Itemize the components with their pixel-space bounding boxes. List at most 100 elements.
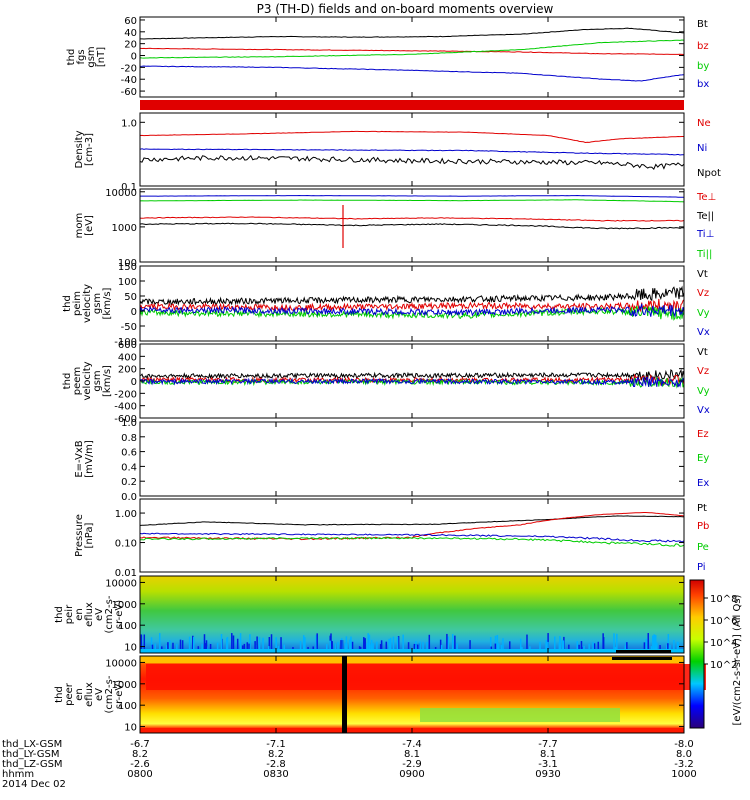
spectrogram-pixel	[254, 641, 256, 653]
x-row-label: thd_LY-GSM	[2, 749, 59, 760]
legend-Pi: Pi	[697, 562, 706, 573]
legend-Vy: Vy	[697, 308, 710, 319]
spectrogram-pixel	[209, 643, 212, 653]
spectrogram-pixel	[192, 635, 194, 653]
y-tick-label: 100	[118, 621, 137, 632]
spectrogram-pixel	[203, 634, 206, 653]
spectrogram-pixel	[331, 641, 333, 653]
spectrogram-pixel	[192, 637, 195, 653]
colorbar: 10^8 10^6 10^4 10^2[eV/(cm2-s-sr-eV)] (All …	[689, 579, 743, 729]
x-row-label: thd_LX-GSM	[2, 739, 62, 750]
spectrogram-pixel	[372, 643, 374, 653]
x-tick-label: 8.1	[404, 749, 420, 760]
spectrogram-pixel	[588, 643, 590, 653]
spectrogram-pixel	[494, 643, 497, 653]
spectrogram-pixel	[643, 642, 646, 653]
spectrogram-pixel	[348, 639, 351, 653]
legend-Vz: Vz	[697, 366, 709, 377]
legend-Ne: Ne	[697, 118, 711, 129]
y-axis-label: [km/s]	[102, 365, 113, 397]
spectrogram-pixel	[452, 633, 454, 653]
spectrogram-pixel	[334, 643, 337, 653]
spectrogram-pixel	[562, 640, 565, 653]
spectrogram-pixel	[554, 636, 556, 653]
spectrogram-pixel	[179, 639, 182, 653]
spectrogram-pixel	[454, 635, 456, 653]
spectrogram-pixel	[188, 636, 191, 653]
spectrogram-pixel	[258, 637, 261, 653]
y-tick-label: 0.6	[121, 448, 137, 459]
y-tick-label: 60	[124, 16, 137, 27]
legend-Ti⊥: Ti⊥	[696, 229, 714, 240]
x-tick-label: 1000	[671, 769, 696, 780]
legend-Vx: Vx	[697, 327, 710, 338]
x-tick-label: -2.6	[130, 759, 150, 770]
y-axis-label: peir	[64, 604, 75, 624]
spectrogram-pixel	[440, 644, 443, 653]
x-tick-label: -3.1	[538, 759, 558, 770]
spectrogram-pixel	[315, 634, 318, 653]
x-tick-label: -7.4	[402, 739, 422, 750]
spectrogram-pixel	[283, 644, 285, 653]
y-axis-label: sr-eV)	[114, 680, 125, 709]
spectrogram-pixel	[392, 636, 395, 653]
spectrogram-pixel	[364, 638, 366, 653]
spectrogram-pixel	[231, 633, 233, 653]
panel-efield: 1.0 0.8 0.6 0.4 0.2 0.0 E=-VxB [mV/m] Ez Ey Ex	[74, 418, 709, 503]
y-tick-label: 10000	[105, 578, 137, 589]
y-axis-label: thd	[54, 606, 65, 623]
spectrogram-pixel	[143, 634, 146, 653]
legend-Pe: Pe	[697, 542, 709, 553]
legend-Ey: Ey	[697, 453, 709, 464]
spectrogram-pixel	[626, 642, 628, 653]
x-tick-label: -8.0	[674, 739, 694, 750]
date-label: 2014 Dec 02	[2, 779, 66, 790]
spectrogram-pixel	[351, 641, 354, 653]
panel-peir: 10000 1000 100 10 thd peir en eflux eV (cm2-s-sr-…	[54, 575, 685, 654]
legend-Ti||: Ti||	[696, 249, 712, 260]
spectrogram-pixel	[653, 634, 655, 653]
y-tick-label: 0.10	[115, 539, 137, 550]
spectrogram-pixel	[262, 637, 264, 653]
spectrogram-pixel	[647, 633, 649, 653]
series-line-density-0	[139, 130, 684, 144]
series-line-mom-0	[139, 216, 685, 222]
spectrogram-pixel	[169, 640, 171, 653]
y-axis-label: gsm	[86, 46, 97, 67]
spectrogram-pixel	[413, 643, 416, 653]
series-line-pressure-0	[139, 515, 685, 526]
spectrogram-pixel	[140, 634, 143, 653]
spectrogram-pixel	[172, 642, 174, 653]
y-axis-label: [mV/m]	[84, 440, 95, 478]
series-line-pressure-2	[139, 536, 685, 547]
y-tick-label: -40	[121, 75, 137, 86]
spectrogram-pixel	[416, 644, 419, 653]
spectrogram-pixel	[363, 637, 365, 653]
y-tick-label: -200	[114, 389, 137, 400]
y-axis-label: eV	[94, 608, 105, 621]
spectrogram-pixel	[330, 633, 332, 653]
y-tick-label: 50	[124, 292, 137, 303]
y-axis-label: eV	[94, 688, 105, 701]
y-tick-label: 200	[118, 365, 137, 376]
legend-Te||: Te||	[696, 211, 714, 222]
y-axis-label: sr-eV)	[114, 600, 125, 629]
spectrogram-pixel	[376, 641, 378, 653]
series-line-vel1-3	[139, 303, 685, 318]
quality-flag-bar	[140, 100, 684, 110]
x-tick-label: -2.9	[402, 759, 422, 770]
spectrogram-pixel	[407, 642, 410, 653]
spectrogram-pixel	[304, 637, 306, 653]
y-axis-label: en	[74, 688, 85, 701]
series-line-pressure-3	[139, 532, 685, 543]
y-tick-label: 0.1	[121, 182, 137, 193]
series-line-vel1-0	[139, 285, 685, 306]
y-axis-label: thd	[62, 373, 73, 390]
x-tick-label: 0930	[535, 769, 560, 780]
spectrogram-pixel	[602, 633, 604, 653]
spectrogram-pixel	[576, 641, 579, 653]
spectrogram-pixel	[669, 644, 671, 653]
series-line-vel2-3	[139, 376, 685, 388]
y-axis-label: eflux	[84, 682, 95, 707]
y-axis-label: thd	[66, 49, 77, 66]
